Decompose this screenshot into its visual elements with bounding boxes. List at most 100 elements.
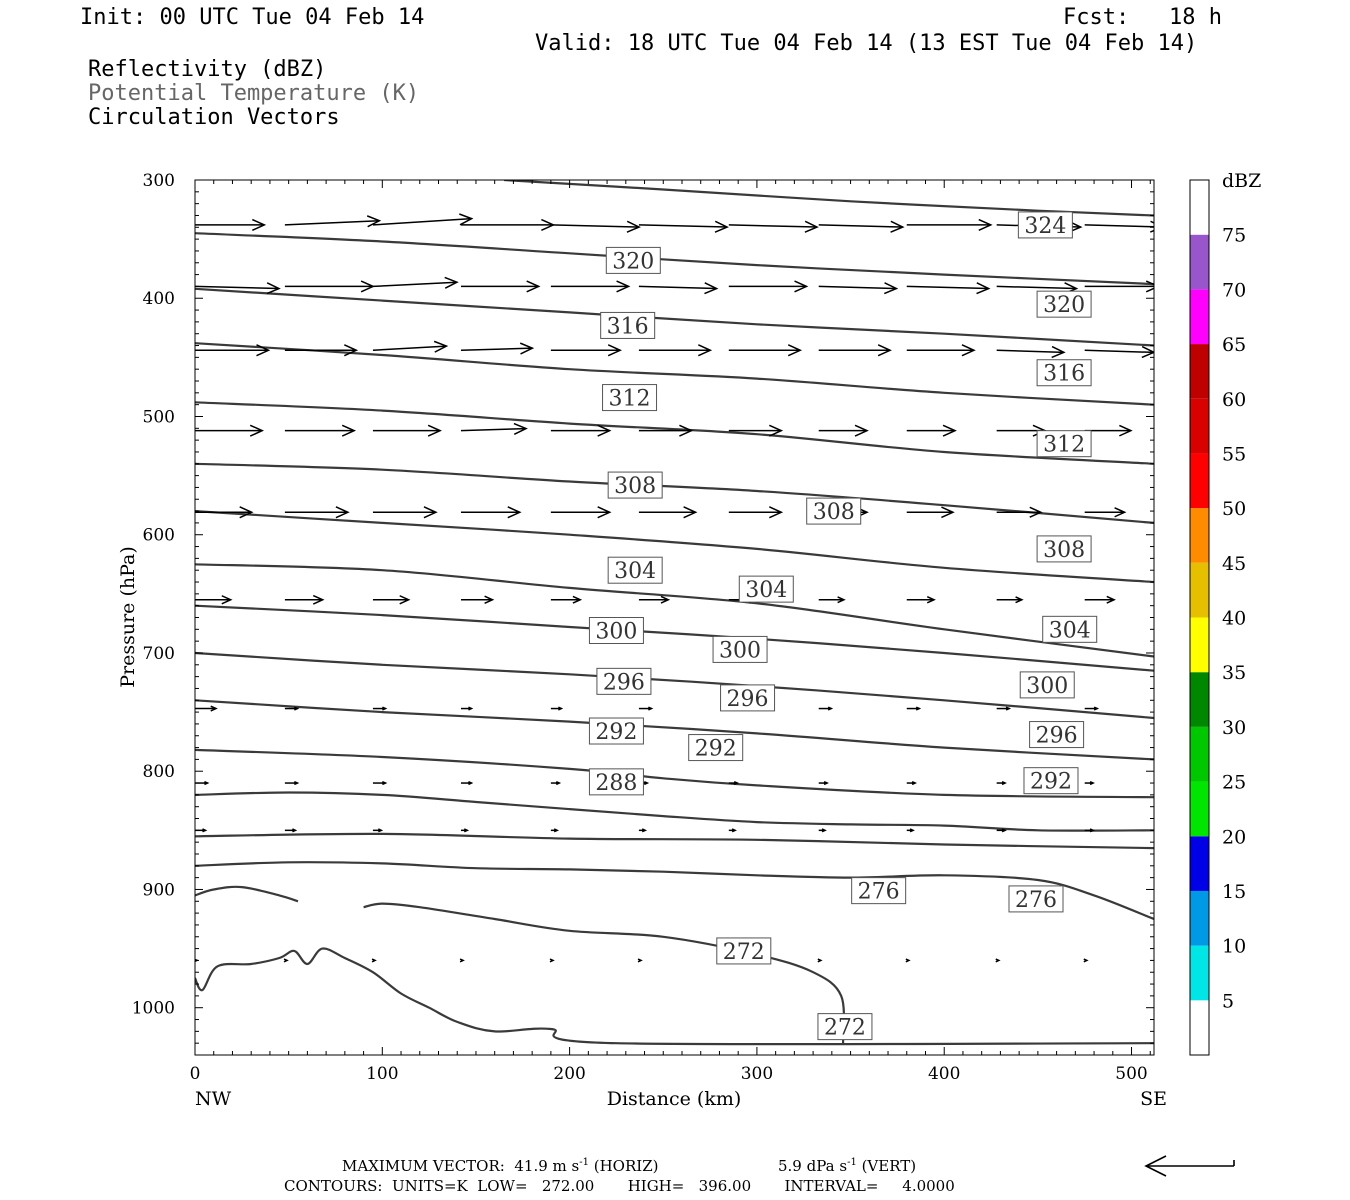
contour-label-box [596,667,652,695]
circulation-vector [638,344,713,357]
contour-label: 296 [1036,724,1078,749]
circulation-vector [195,705,218,712]
circulation-vector [284,828,298,833]
theta-contour-316 [195,401,1154,465]
theta-contour-320 [195,342,1154,406]
y-tick-label: 800 [143,762,175,782]
circulation-vector [460,342,535,355]
circulation-vector [638,706,654,711]
field-reflectivity: Reflectivity (dBZ) [88,57,327,82]
circulation-vector [284,706,300,711]
contour-label: 312 [609,387,651,412]
vert-vector-exponent: -1 [847,1157,857,1168]
contour-label: 316 [607,314,649,339]
contour-label: 312 [1043,433,1085,458]
contour-label: 308 [614,474,656,499]
circulation-vector [905,958,911,963]
colorbar-swatch [1190,562,1209,618]
theta-contour-288 [195,748,1154,799]
circulation-vector [550,280,631,293]
circulation-vector [906,828,915,833]
circulation-vector [372,213,474,226]
circulation-vector [818,828,827,833]
circulation-vector [1084,280,1154,293]
contour-label-box [1042,615,1098,643]
colorbar-label: 20 [1222,826,1246,848]
circulation-vector [995,958,1001,963]
circulation-vector [906,218,993,232]
field-potential-temperature: Potential Temperature (K) [88,81,420,106]
colorbar-label: 75 [1222,225,1246,247]
contour-label-box [712,635,768,663]
circulation-vector [638,828,648,833]
circulation-vector [906,596,936,604]
colorbar-label: 45 [1222,553,1246,575]
circulation-vector [1084,595,1116,604]
circulation-vector [1084,507,1127,518]
contour-label-box [851,877,907,905]
theta-contours [195,180,1154,1046]
colorbar-swatch [1190,781,1209,837]
circulation-vector [1084,781,1095,786]
colorbar: 5 10 15 20 25 30 35 40 45 50 55 60 65 70 75 [1189,179,1246,1056]
contour-label-box [738,575,794,603]
circulation-vector [550,344,623,357]
colorbar-label: 5 [1222,990,1234,1012]
circulation-vector [996,345,1066,359]
contour-label: 276 [858,880,900,905]
circulation-vector [372,276,459,289]
theta-contour-304 [195,563,1154,658]
contour-label-box [588,617,644,645]
circulation-vector [818,282,899,295]
circulation-vector [460,422,528,436]
contour-label-box [817,1013,873,1041]
circulation-vector [284,344,359,357]
vert-label: (VERT) [856,1157,917,1175]
circulation-vector [195,344,271,357]
circulation-vector [996,828,1007,833]
circulation-vector [284,424,357,437]
y-axis-title: Pressure (hPa) [117,546,139,688]
circulation-vector [372,424,442,437]
colorbar-frame [1189,179,1210,1056]
circulation-vector [460,595,495,604]
contour-labels: 324 320 320 316 316 312 312 308 308 308 304 304 304 3… [588,211,1098,1041]
contour-label-box [1019,671,1075,699]
colorbar-swatch [1190,398,1209,454]
contour-label: 304 [614,559,656,584]
contour-label-box [1017,211,1073,239]
circulation-vector [818,706,834,711]
circulation-vector [818,220,905,233]
circulation-vector [284,215,382,228]
contour-label: 304 [1049,618,1091,643]
circulation-vector [195,424,265,437]
colorbar-label: 15 [1222,881,1246,903]
circulation-vectors [195,213,1154,963]
circulation-vector [818,424,869,437]
colorbar-swatch [1190,344,1209,399]
contour-label-box [1008,885,1064,913]
circulation-vector [638,220,729,233]
colorbar-swatch [1190,508,1209,563]
theta-contour-312 [195,462,1154,524]
circulation-vector [372,828,384,833]
circulation-vector [372,340,449,353]
theta-contour-324 [195,287,1154,347]
circulation-vector [638,282,719,295]
forecast-hour: Fcst: 18 h [1063,5,1222,30]
theta-contour-276 [195,885,299,903]
colorbar-swatch [1190,234,1209,290]
x-tick-label: 500 [1115,1064,1147,1084]
colorbar-label: 25 [1222,772,1246,794]
axes: 0 100 200 300 400 500 300 400 500 600 700 800 900 100… [132,171,1154,1084]
theta-contour-280 [195,832,1154,850]
contour-label-box [1036,535,1092,563]
circulation-vector [906,506,955,519]
circulation-vector [817,958,823,963]
contour-label-box [588,717,644,745]
theta-contour-272 [195,947,1154,1046]
circulation-vector [728,828,737,833]
circulation-vector [728,280,809,293]
colorbar-label: 55 [1222,443,1246,465]
